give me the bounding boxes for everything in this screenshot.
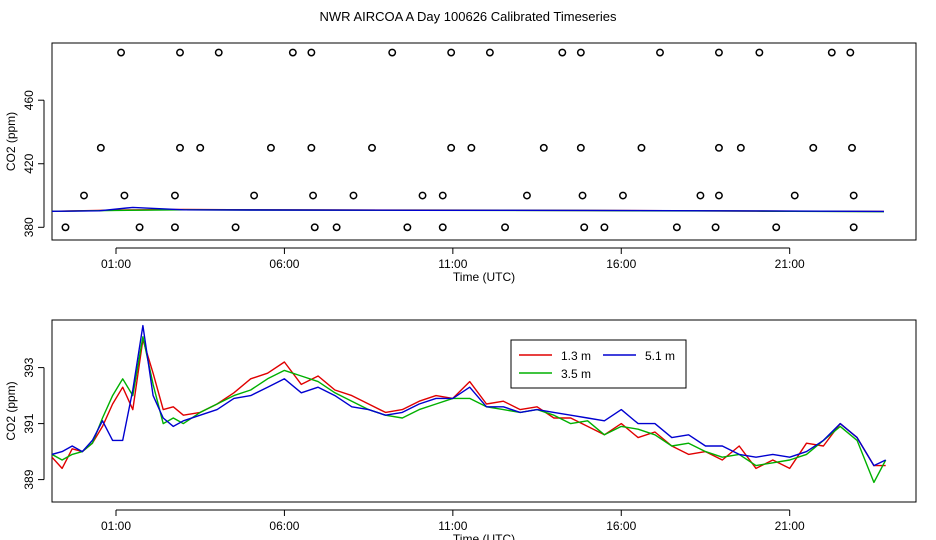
data-point-marker bbox=[578, 191, 587, 200]
legend-label: 3.5 m bbox=[561, 367, 591, 381]
data-point-marker bbox=[755, 48, 764, 57]
data-point-marker bbox=[307, 48, 316, 57]
data-point-marker bbox=[467, 143, 476, 152]
data-point-marker bbox=[790, 191, 799, 200]
data-point-marker bbox=[120, 191, 129, 200]
x-tick-label: 11:00 bbox=[438, 257, 467, 271]
x-tick-label: 16:00 bbox=[606, 519, 636, 533]
legend-label: 5.1 m bbox=[645, 349, 675, 363]
data-point-marker bbox=[266, 143, 275, 152]
y-tick-label: 460 bbox=[22, 90, 36, 110]
data-point-marker bbox=[307, 143, 316, 152]
data-point-marker bbox=[539, 143, 548, 152]
data-point-marker bbox=[231, 223, 240, 232]
x-tick-label: 01:00 bbox=[101, 519, 131, 533]
y-tick-label: 393 bbox=[22, 357, 36, 377]
x-axis-label: Time (UTC) bbox=[453, 270, 515, 284]
data-point-marker bbox=[848, 143, 856, 152]
data-point-marker bbox=[117, 48, 126, 57]
plot-frame bbox=[51, 42, 917, 241]
data-point-marker bbox=[196, 143, 205, 152]
series-line-5-1-m bbox=[52, 324, 887, 467]
data-point-marker bbox=[772, 223, 781, 232]
y-tick-label: 391 bbox=[22, 413, 36, 433]
data-point-marker bbox=[214, 48, 223, 57]
x-tick-label: 11:00 bbox=[438, 519, 467, 533]
data-point-marker bbox=[809, 143, 818, 152]
data-point-marker bbox=[447, 48, 456, 57]
panel-1 bbox=[38, 42, 917, 254]
x-tick-label: 21:00 bbox=[775, 257, 805, 271]
data-point-marker bbox=[309, 191, 318, 200]
series-line-3-5-m bbox=[52, 336, 887, 484]
plot-area bbox=[52, 324, 887, 484]
data-point-marker bbox=[576, 143, 585, 152]
data-point-marker bbox=[656, 48, 664, 57]
data-point-marker bbox=[447, 143, 456, 152]
legend bbox=[510, 339, 687, 389]
x-axis-label: Time (UTC) bbox=[453, 532, 515, 540]
data-point-marker bbox=[849, 191, 858, 200]
plot-area bbox=[52, 48, 885, 232]
data-point-marker bbox=[522, 191, 531, 200]
data-point-marker bbox=[849, 223, 858, 232]
series-line-1-3-m bbox=[52, 338, 886, 470]
data-point-marker bbox=[332, 223, 341, 232]
data-point-marker bbox=[714, 143, 723, 152]
y-axis-label: CO2 (ppm) bbox=[4, 381, 18, 440]
page-title: NWR AIRCOA A Day 100626 Calibrated Times… bbox=[319, 9, 617, 24]
data-point-marker bbox=[135, 223, 144, 232]
data-point-marker bbox=[368, 143, 376, 152]
panel-2 bbox=[38, 319, 917, 516]
data-point-marker bbox=[696, 191, 705, 200]
data-point-marker bbox=[711, 223, 720, 232]
data-point-marker bbox=[672, 223, 681, 232]
data-point-marker bbox=[485, 48, 494, 57]
x-tick-label: 06:00 bbox=[269, 519, 299, 533]
data-point-marker bbox=[558, 48, 567, 57]
data-point-marker bbox=[349, 191, 358, 200]
data-point-marker bbox=[600, 223, 609, 232]
y-axis-label: CO2 (ppm) bbox=[4, 112, 18, 171]
y-tick-label: 389 bbox=[22, 469, 36, 489]
x-tick-label: 01:00 bbox=[101, 257, 131, 271]
legend-box bbox=[510, 339, 687, 389]
x-tick-label: 16:00 bbox=[606, 257, 636, 271]
data-point-marker bbox=[618, 191, 627, 200]
data-point-marker bbox=[96, 143, 105, 152]
y-tick-label: 420 bbox=[22, 153, 36, 173]
data-point-marker bbox=[501, 223, 510, 232]
data-point-marker bbox=[438, 191, 447, 200]
data-point-marker bbox=[438, 223, 447, 232]
x-tick-label: 06:00 bbox=[269, 257, 299, 271]
data-point-marker bbox=[827, 48, 836, 57]
data-point-marker bbox=[576, 48, 585, 57]
data-point-marker bbox=[176, 143, 184, 152]
data-point-marker bbox=[846, 48, 855, 57]
data-point-marker bbox=[714, 48, 723, 57]
data-point-marker bbox=[580, 223, 589, 232]
x-tick-label: 21:00 bbox=[775, 519, 805, 533]
data-point-marker bbox=[736, 143, 745, 152]
data-point-marker bbox=[170, 191, 179, 200]
legend-label: 1.3 m bbox=[561, 349, 591, 363]
data-point-marker bbox=[310, 223, 319, 232]
data-point-marker bbox=[388, 48, 397, 57]
data-point-marker bbox=[637, 143, 646, 152]
data-point-marker bbox=[418, 191, 427, 200]
data-point-marker bbox=[176, 48, 184, 57]
data-point-marker bbox=[288, 48, 297, 57]
y-tick-label: 380 bbox=[22, 217, 36, 237]
plot-frame bbox=[51, 319, 917, 503]
data-point-marker bbox=[250, 191, 259, 200]
data-point-marker bbox=[170, 223, 179, 232]
data-point-marker bbox=[714, 191, 723, 200]
data-point-marker bbox=[61, 223, 70, 232]
data-point-marker bbox=[80, 191, 88, 200]
series-line-5-1-m bbox=[52, 206, 885, 213]
data-point-marker bbox=[403, 223, 412, 232]
